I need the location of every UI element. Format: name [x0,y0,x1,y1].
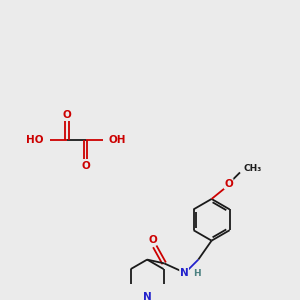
Text: H: H [193,269,200,278]
Text: HO: HO [26,135,44,145]
Text: OH: OH [108,135,126,145]
Text: N: N [180,268,188,278]
Text: N: N [143,292,152,300]
Text: O: O [62,110,71,120]
Text: O: O [148,235,157,245]
Text: CH₃: CH₃ [244,164,262,173]
Text: O: O [224,179,233,189]
Text: O: O [81,161,90,171]
